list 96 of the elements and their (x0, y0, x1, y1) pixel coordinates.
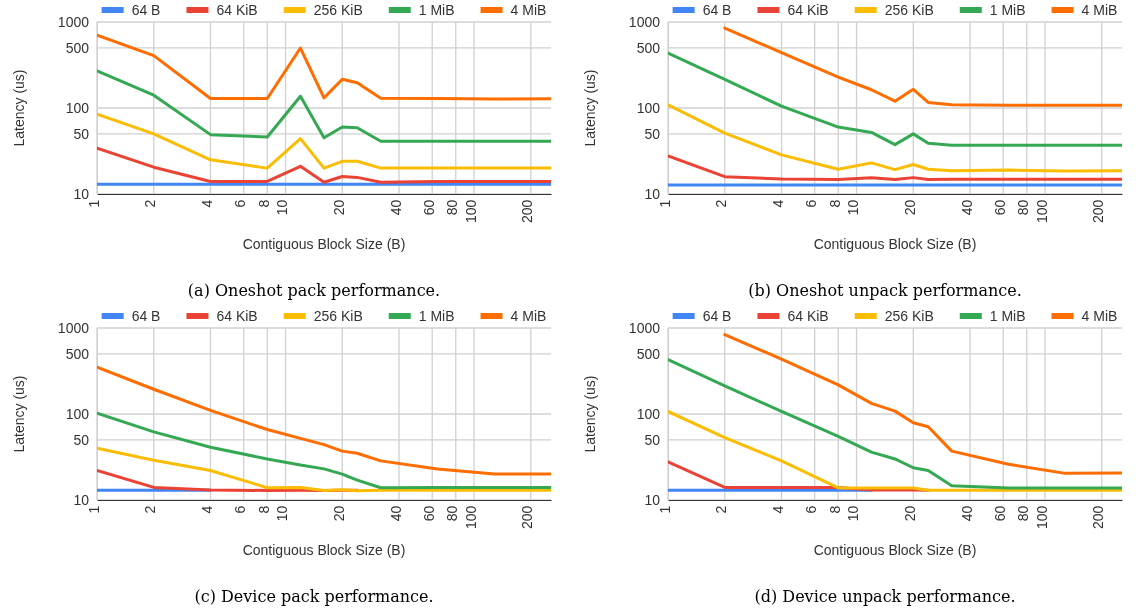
y-tick-label: 1000 (628, 319, 661, 336)
x-tick-label: 10 (274, 199, 291, 216)
y-tick-label: 50 (73, 125, 90, 142)
x-tick-label: 1 (85, 199, 102, 208)
x-tick-label: 100 (1033, 505, 1050, 529)
text: (a) Oneshot pack performance. (187, 281, 441, 300)
x-tick-label: 100 (462, 199, 479, 223)
y-tick-label: 100 (636, 405, 661, 422)
y-tick-label: 500 (636, 345, 661, 362)
y-tick-label: 50 (73, 431, 90, 448)
x-tick-label: 1 (85, 505, 102, 514)
x-tick-label: 100 (462, 505, 479, 529)
x-tick-label: 80 (1015, 505, 1032, 522)
x-tick-label: 20 (901, 199, 918, 216)
y-tick-label: 1000 (57, 13, 90, 30)
legend-label: 1 MiB (989, 2, 1026, 18)
x-tick-label: 6 (803, 505, 820, 514)
legend-label: 64 KiB (216, 308, 258, 324)
y-axis-title: Latency (us) (11, 375, 27, 453)
x-tick-label: 10 (274, 505, 291, 522)
x-tick-label: 40 (387, 505, 404, 522)
x-tick-label: 2 (713, 199, 730, 208)
x-tick-label: 6 (803, 199, 820, 208)
legend-label: 1 MiB (418, 308, 455, 324)
x-tick-label: 10 (845, 505, 862, 522)
x-tick-label: 2 (713, 505, 730, 514)
y-tick-label: 50 (644, 431, 661, 448)
x-tick-label: 80 (444, 505, 461, 522)
y-tick-label: 100 (65, 99, 90, 116)
legend-label: 64 KiB (787, 2, 829, 18)
x-tick-label: 1 (656, 505, 673, 514)
x-tick-label: 1 (656, 199, 673, 208)
x-tick-label: 10 (845, 199, 862, 216)
x-tick-label: 20 (330, 199, 347, 216)
x-axis-title: Contiguous Block Size (B) (242, 542, 406, 558)
x-tick-label: 60 (420, 199, 437, 216)
x-tick-label: 20 (330, 505, 347, 522)
x-tick-label: 200 (1090, 199, 1107, 223)
legend-label: 64 KiB (216, 2, 258, 18)
x-tick-label: 20 (901, 505, 918, 522)
x-axis-title: Contiguous Block Size (B) (813, 236, 977, 252)
y-axis-title: Latency (us) (582, 69, 598, 147)
x-tick-label: 100 (1033, 199, 1050, 223)
legend-label: 4 MiB (1081, 2, 1118, 18)
x-tick-label: 40 (958, 505, 975, 522)
x-tick-label: 6 (232, 199, 249, 208)
x-tick-label: 40 (387, 199, 404, 216)
x-tick-label: 8 (826, 199, 843, 208)
legend-label: 1 MiB (989, 308, 1026, 324)
x-tick-label: 8 (826, 505, 843, 514)
x-axis-title: Contiguous Block Size (B) (813, 542, 977, 558)
x-tick-label: 60 (420, 505, 437, 522)
y-axis-title: Latency (us) (11, 69, 27, 147)
legend-label: 64 B (702, 308, 732, 324)
x-tick-label: 8 (255, 505, 272, 514)
y-tick-label: 100 (65, 405, 90, 422)
legend-label: 64 KiB (787, 308, 829, 324)
y-tick-label: 100 (636, 99, 661, 116)
x-tick-label: 200 (519, 199, 536, 223)
y-tick-label: 1000 (628, 13, 661, 30)
y-tick-label: 50 (644, 125, 661, 142)
x-tick-label: 60 (991, 505, 1008, 522)
text: (c) Device pack performance. (194, 587, 434, 606)
legend-label: 256 KiB (884, 308, 934, 324)
x-tick-label: 6 (232, 505, 249, 514)
y-tick-label: 500 (65, 39, 90, 56)
legend-label: 4 MiB (510, 308, 547, 324)
x-tick-label: 200 (519, 505, 536, 529)
x-tick-label: 2 (142, 505, 159, 514)
legend-label: 4 MiB (510, 2, 547, 18)
legend-label: 1 MiB (418, 2, 455, 18)
x-axis-title: Contiguous Block Size (B) (242, 236, 406, 252)
y-axis-title: Latency (us) (582, 375, 598, 453)
legend-label: 64 B (702, 2, 732, 18)
legend-label: 256 KiB (884, 2, 934, 18)
legend-label: 64 B (131, 308, 161, 324)
legend-label: 256 KiB (313, 308, 363, 324)
text: (b) Oneshot unpack performance. (748, 281, 1022, 300)
x-tick-label: 4 (199, 199, 216, 208)
x-tick-label: 2 (142, 199, 159, 208)
y-tick-label: 500 (636, 39, 661, 56)
legend-label: 4 MiB (1081, 308, 1118, 324)
x-tick-label: 40 (958, 199, 975, 216)
x-tick-label: 80 (1015, 199, 1032, 216)
legend-label: 64 B (131, 2, 161, 18)
y-tick-label: 500 (65, 345, 90, 362)
y-tick-label: 1000 (57, 319, 90, 336)
x-tick-label: 8 (255, 199, 272, 208)
x-tick-label: 200 (1090, 505, 1107, 529)
x-tick-label: 60 (991, 199, 1008, 216)
legend-label: 256 KiB (313, 2, 363, 18)
x-tick-label: 4 (199, 505, 216, 514)
x-tick-label: 4 (770, 199, 787, 208)
x-tick-label: 4 (770, 505, 787, 514)
text: (d) Device unpack performance. (754, 587, 1016, 606)
x-tick-label: 80 (444, 199, 461, 216)
